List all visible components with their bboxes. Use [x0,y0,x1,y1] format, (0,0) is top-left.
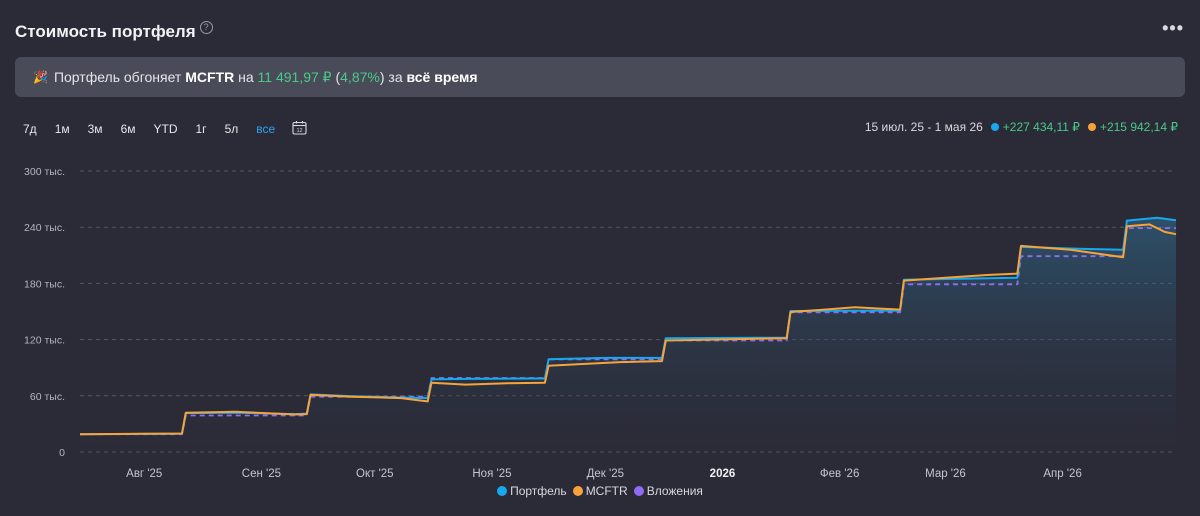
chart-header: Стоимость портфеля ? [15,18,213,46]
y-tick-label: 0 [59,447,65,459]
y-tick-label: 300 тыс. [24,166,65,178]
x-tick-label: Дек '25 [587,468,624,480]
x-tick-label: 2026 [710,468,736,480]
portfolio-dot [990,123,999,131]
x-tick-label: Авг '25 [126,468,162,480]
x-tick-label: Апр '26 [1043,468,1081,480]
benchmark-gain: +215 942,14 ₽ [1099,120,1178,134]
y-tick-label: 120 тыс. [24,335,65,347]
legend-portfolio-label: Портфель [510,484,567,498]
portfolio-chart[interactable]: 0 60 тыс. 120 тыс. 180 тыс. 240 тыс. 300 тыс.… [0,150,1200,482]
range-1y-button[interactable]: 1г [195,122,207,136]
range-5y-button[interactable]: 5л [224,122,239,136]
svg-text:12: 12 [297,128,303,134]
help-icon[interactable]: ? [199,20,213,34]
y-tick-label: 60 тыс. [30,391,65,403]
portfolio-gain: +227 434,11 ₽ [1002,120,1080,134]
more-icon[interactable]: ••• [1162,18,1184,38]
page-title: Стоимость портфеля [15,22,196,41]
mcftr-series-line[interactable] [79,223,1177,436]
banner-open-paren: ( [335,69,341,85]
range-ytd-button[interactable]: YTD [153,122,178,136]
legend-mcftr[interactable]: MCFTR [572,484,628,498]
range-all-button[interactable]: все [256,122,276,136]
period-range: 15 июл. 25 - 1 мая 26 [864,120,983,134]
performance-banner: 🎉 Портфель обгоняет MCFTR на 11 491,97 ₽… [15,57,1185,97]
banner-amount: 11 491,97 ₽ [257,68,332,85]
legend-portfolio-dot [497,486,508,496]
range-1m-button[interactable]: 1м [54,122,70,136]
banner-period: всё время [406,69,478,85]
party-icon: 🎉 [33,70,48,84]
banner-for: за [388,69,403,85]
legend-mcftr-dot [572,486,583,496]
legend-deposits-dot [633,486,644,496]
x-tick-label: Фев '26 [820,468,859,480]
x-tick-label: Ноя '25 [472,468,511,480]
banner-benchmark: MCFTR [185,69,235,85]
benchmark-dot [1087,123,1096,131]
legend-portfolio[interactable]: Портфель [497,484,567,498]
y-tick-label: 180 тыс. [24,278,65,290]
x-tick-label: Окт '25 [356,468,394,480]
range-selector: 7д 1м 3м 6м YTD 1г 5л все 12 [14,118,307,140]
range-7d-button[interactable]: 7д [23,122,37,136]
x-tick-label: Сен '25 [242,468,281,480]
range-6m-button[interactable]: 6м [120,122,136,136]
banner-on: на [238,69,254,85]
y-tick-label: 240 тыс. [24,222,65,234]
period-summary: 15 июл. 25 - 1 мая 26 +227 434,11 ₽ +215… [865,120,1178,134]
banner-percent: 4,87% [340,69,380,85]
chart-legend: Портфель MCFTR Вложения [0,484,1200,498]
legend-mcftr-label: MCFTR [585,484,628,498]
legend-deposits[interactable]: Вложения [633,484,703,498]
x-tick-label: Мар '26 [925,468,966,480]
banner-close-paren: ) [379,69,385,85]
calendar-icon[interactable]: 12 [292,120,307,140]
portfolio-area [80,217,1176,452]
legend-deposits-label: Вложения [646,484,703,498]
range-3m-button[interactable]: 3м [87,122,103,136]
banner-prefix: Портфель обгоняет [53,69,182,85]
